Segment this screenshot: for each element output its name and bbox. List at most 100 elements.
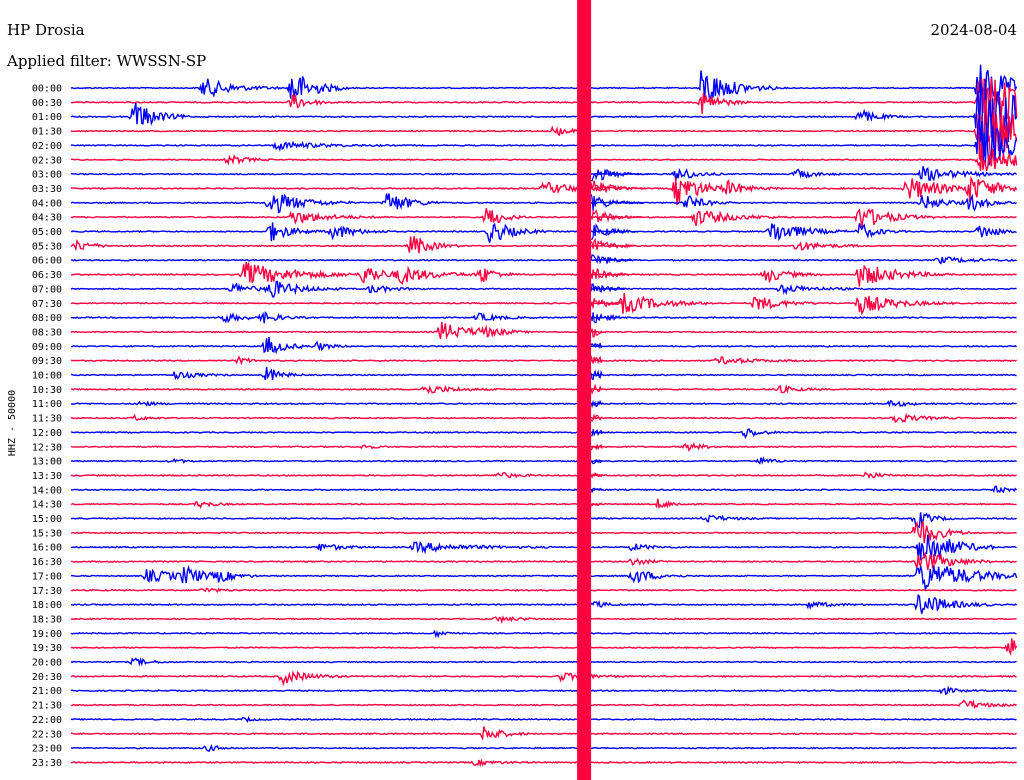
trace-row: [70, 311, 1017, 324]
row-time-label: 17:00: [32, 571, 62, 582]
event-coda: [590, 298, 624, 309]
row-time-label: 07:00: [32, 284, 62, 295]
trace-row: [71, 412, 1017, 423]
row-time-label: 19:00: [32, 629, 62, 640]
row-time-label: 07:30: [32, 299, 62, 310]
trace-row: [70, 456, 1017, 465]
event-coda: [590, 413, 603, 423]
trace-row: [70, 321, 1017, 340]
row-time-label: 01:00: [32, 112, 62, 123]
row-time-label: 08:00: [32, 313, 62, 324]
row-time-label: 08:30: [32, 327, 62, 338]
row-time-label: 00:30: [32, 98, 62, 109]
event-coda: [590, 472, 603, 479]
trace-row: [70, 78, 1018, 129]
event-coda: [590, 254, 633, 265]
event-coda: [590, 283, 627, 293]
trace-row: [70, 744, 1017, 753]
trace-row: [70, 355, 1017, 366]
event-coda: [590, 312, 621, 324]
event-coda: [590, 180, 648, 193]
row-time-label: 05:00: [32, 227, 62, 238]
row-time-label: 21:00: [32, 686, 62, 697]
filter-label: Applied filter: WWSSN-SP: [6, 52, 206, 70]
trace-row: [70, 175, 1018, 206]
trace-row: [70, 384, 1017, 395]
plot-date: 2024-08-04: [931, 21, 1017, 39]
trace-row: [70, 64, 1018, 104]
trace-row: [70, 615, 1017, 625]
row-time-label: 02:30: [32, 155, 62, 166]
time-tick-labels: 00:00 00:30 01:00 01:30 02:00 02:30 03:00 03:30…: [32, 84, 62, 769]
channel-label: HHZ - 50000: [7, 390, 18, 456]
trace-row: [70, 399, 1017, 408]
trace-row: [70, 715, 1017, 723]
row-time-label: 05:30: [32, 241, 62, 252]
event-coda: [590, 342, 603, 350]
row-time-label: 13:00: [32, 457, 62, 468]
row-time-label: 22:00: [32, 715, 62, 726]
event-coda: [591, 168, 651, 182]
row-time-label: 20:30: [32, 672, 62, 683]
trace-row: [70, 551, 1017, 571]
row-time-label: 15:00: [32, 514, 62, 525]
trace-row: [70, 471, 1017, 480]
trace-row: [70, 280, 1017, 298]
row-time-label: 06:00: [32, 256, 62, 267]
row-time-label: 12:30: [32, 442, 62, 453]
row-time-label: 22:30: [32, 729, 62, 740]
row-time-label: 04:00: [32, 198, 62, 209]
row-time-label: 19:30: [32, 643, 62, 654]
row-time-label: 10:00: [32, 371, 62, 382]
row-time-label: 14:30: [32, 500, 62, 511]
row-time-label: 20:00: [32, 658, 62, 669]
trace-row: [70, 441, 1017, 453]
trace-row: [70, 629, 1017, 639]
row-time-label: 03:00: [32, 170, 62, 181]
row-time-label: 21:30: [32, 701, 62, 712]
trace-row: [70, 758, 1017, 768]
row-time-label: 16:00: [32, 543, 62, 554]
event-coda: [590, 194, 645, 212]
row-time-label: 06:30: [32, 270, 62, 281]
event-coda: [590, 328, 603, 338]
trace-row: [70, 670, 1017, 687]
trace-row: [70, 534, 1017, 561]
event-coda: [590, 237, 636, 251]
row-time-label: 15:30: [32, 528, 62, 539]
large-event-band: [577, 0, 592, 780]
trace-row: [70, 656, 1017, 667]
row-time-label: 09:00: [32, 342, 62, 353]
event-coda: [590, 517, 603, 520]
station-title: HP Drosia: [7, 21, 85, 39]
trace-row: [70, 685, 1017, 696]
event-coda: [591, 429, 603, 437]
trace-row: [70, 165, 1018, 182]
trace-row: [70, 193, 1018, 214]
row-time-label: 11:00: [32, 399, 62, 410]
event-coda: [590, 383, 603, 395]
event-coda: [590, 369, 603, 381]
trace-row: [70, 520, 1017, 544]
row-time-label: 17:30: [32, 586, 62, 597]
trace-row: [70, 236, 1017, 254]
trace-row: [70, 366, 1017, 381]
event-coda: [590, 208, 642, 223]
row-time-label: 18:30: [32, 614, 62, 625]
row-time-label: 01:30: [32, 127, 62, 138]
trace-row: [70, 145, 1018, 172]
trace-row: [70, 99, 1018, 163]
trace-row: [70, 593, 1018, 614]
row-time-label: 03:30: [32, 184, 62, 195]
event-coda: [590, 458, 603, 465]
event-coda: [590, 355, 603, 365]
row-time-label: 23:30: [32, 758, 62, 769]
trace-rows: [70, 64, 1018, 768]
trace-row: [70, 512, 1017, 529]
row-time-label: 16:30: [32, 557, 62, 568]
trace-row: [70, 498, 1017, 510]
row-time-label: 14:00: [32, 485, 62, 496]
trace-row: [70, 207, 1017, 228]
row-time-label: 02:00: [32, 141, 62, 152]
